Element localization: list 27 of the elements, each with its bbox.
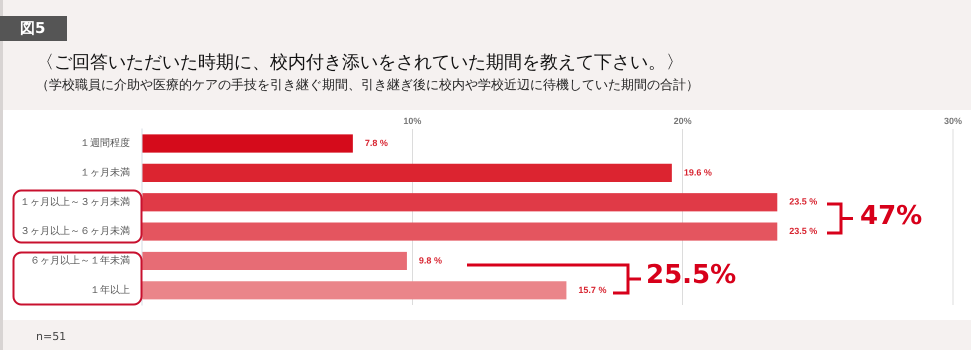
y-tick-label: ３ヶ月以上～６ヶ月未満 (20, 225, 130, 238)
chart-subtitle: （学校職員に介助や医療的ケアの手技を引き継ぐ期間、引き継ぎ後に校内や学校近辺に待機していた期間の合計） (36, 77, 699, 94)
chart-title: 〈ご回答いただいた時期に、校内付き添いをされていた期間を教えて下さい。〉 (36, 51, 684, 74)
x-tick-label: 20% (674, 116, 692, 126)
data-label: 15.7 % (578, 284, 606, 295)
annotation: 25.5% (646, 260, 736, 290)
data-label: 7.8 % (364, 138, 388, 148)
data-label: 23.5 % (789, 226, 818, 236)
y-tick-label: １ヶ月未満 (80, 166, 130, 178)
bar (142, 164, 672, 182)
bar (142, 222, 778, 241)
y-tick-label: １ヶ月以上～３ヶ月未満 (20, 196, 130, 208)
data-label: 9.8 % (418, 255, 442, 266)
data-label: 19.6 % (684, 167, 712, 178)
bar (142, 252, 407, 270)
bar (142, 134, 353, 153)
y-tick-label: ６ヶ月以上～１年未満 (30, 254, 130, 267)
y-tick-label: １週間程度 (80, 137, 130, 150)
data-label: 23.5 % (789, 196, 818, 207)
x-tick-label: 30% (944, 116, 962, 126)
x-tick-label: 10% (403, 116, 422, 126)
bar (142, 281, 566, 300)
caption: 図5 (0, 16, 68, 41)
annotation: 47% (860, 201, 922, 231)
y-tick-label: １年以上 (90, 284, 130, 296)
text: n=51 (36, 330, 66, 343)
bar (142, 193, 778, 212)
